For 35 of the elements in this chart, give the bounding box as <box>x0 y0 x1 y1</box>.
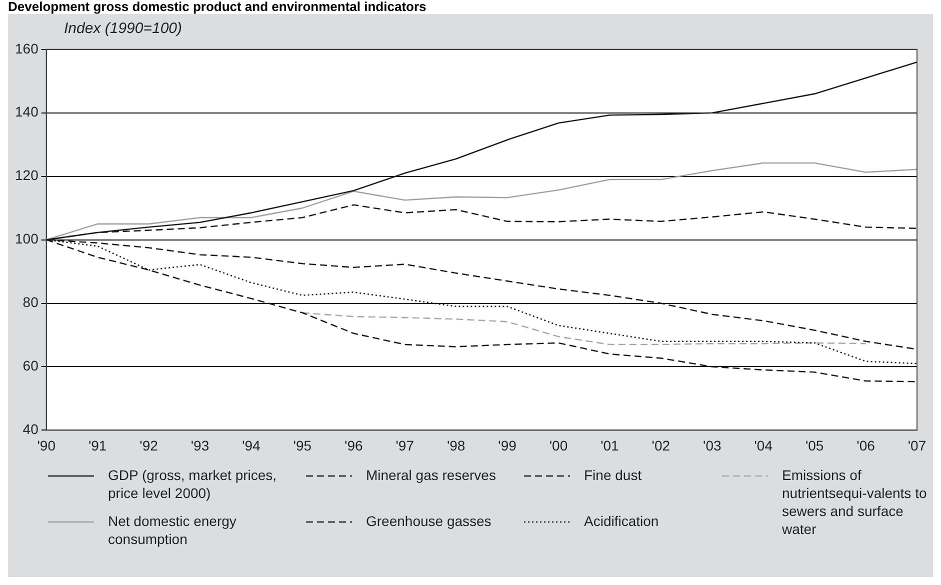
y-tick-label: 100 <box>15 230 39 247</box>
legend-label: Acidification <box>584 512 660 530</box>
x-tick-label: '91 <box>88 437 107 454</box>
x-tick-label: '05 <box>805 437 824 454</box>
x-tick-label: '96 <box>344 437 363 454</box>
y-tick-label: 140 <box>15 104 39 120</box>
y-axis-title: Index (1990=100) <box>63 20 184 38</box>
chart-title: Development gross domestic product and environmental indicators <box>8 0 933 14</box>
x-tick-label: '03 <box>703 437 722 454</box>
legend-label: Greenhouse gasses <box>366 512 492 530</box>
x-tick-label: '90 <box>37 437 56 454</box>
y-tick-label: 160 <box>15 40 39 56</box>
y-tick-label: 60 <box>22 358 39 374</box>
line-series <box>302 312 866 346</box>
x-tick-label: '97 <box>396 437 414 454</box>
x-tick-label: '07 <box>908 437 926 454</box>
legend-label: Mineral gas reserves <box>366 466 496 484</box>
x-tick-label: '02 <box>652 437 670 454</box>
x-tick-label: '95 <box>293 437 312 454</box>
x-tick-label: '99 <box>498 437 517 454</box>
y-tick-label: 40 <box>22 421 39 438</box>
x-tick-label: '94 <box>242 437 261 454</box>
y-tick-label: 80 <box>22 294 39 310</box>
legend-label: Emissions of nutrientsequi-valents to sewers and surface water <box>782 466 928 538</box>
x-tick-label: '93 <box>190 437 210 454</box>
legend-label: Fine dust <box>584 466 643 484</box>
x-tick-label: '04 <box>754 437 773 454</box>
legend-label: Net domestic energy consumption <box>108 512 238 548</box>
x-tick-label: '98 <box>446 437 466 454</box>
y-tick-label: 120 <box>15 167 39 184</box>
x-tick-label: '01 <box>600 437 620 454</box>
x-tick-label: '92 <box>140 437 158 454</box>
x-tick-label: '00 <box>549 437 568 454</box>
legend-label: GDP (gross, market prices, price level 2000) <box>108 466 278 502</box>
x-tick-label: '06 <box>856 437 876 454</box>
